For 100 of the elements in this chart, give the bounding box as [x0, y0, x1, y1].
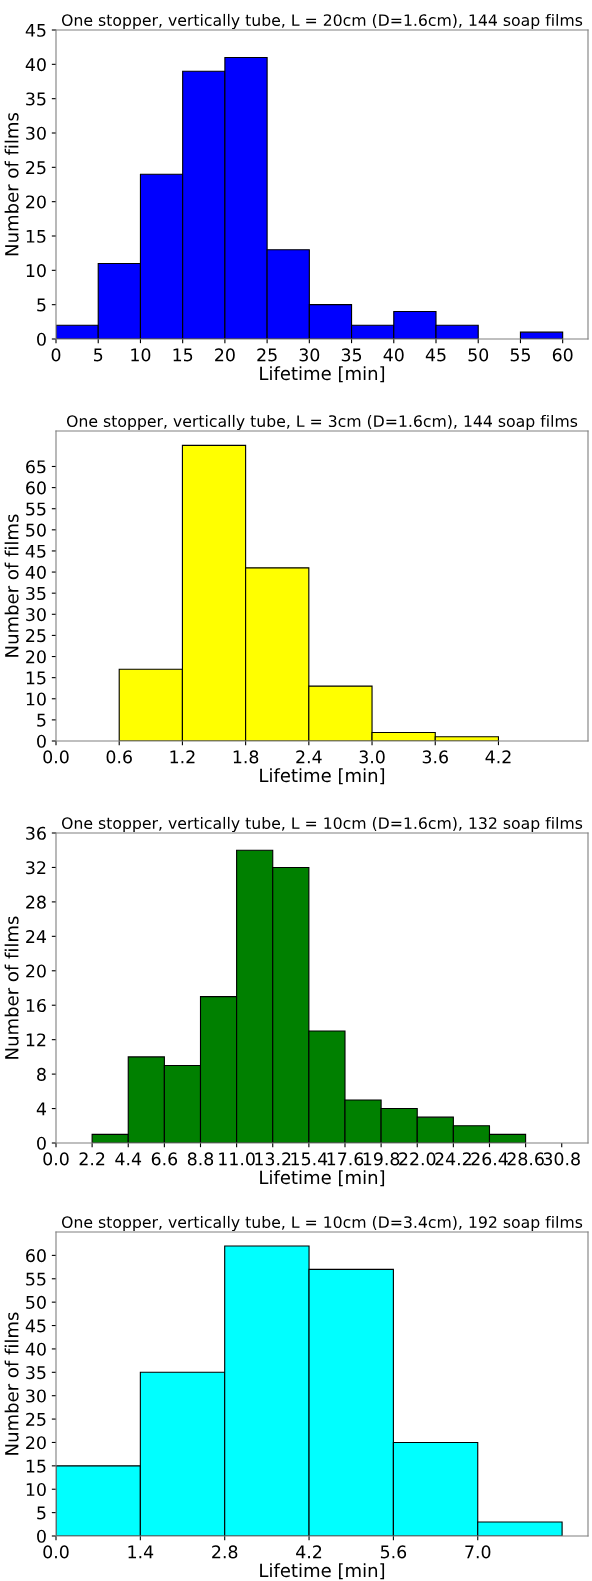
y-tick-label: 20 [26, 964, 46, 978]
x-tick-label: 1.4 [128, 1545, 154, 1559]
y-tick-label: 15 [26, 229, 46, 243]
y-axis-title: Number of films [4, 916, 19, 1059]
x-tick-label: 60 [552, 348, 573, 362]
y-tick-label: 0 [37, 1529, 46, 1543]
y-tick-label: 50 [26, 1295, 46, 1309]
y-tick-label: 40 [25, 565, 46, 579]
x-tick-label: 30.8 [543, 1152, 580, 1166]
x-tick-label: 4.2 [296, 1545, 322, 1559]
y-tick-label: 20 [26, 195, 46, 209]
x-tick-label: 26.4 [471, 1152, 508, 1166]
x-tick-label: 0.0 [43, 1152, 69, 1166]
x-tick-label: 8.8 [187, 1152, 214, 1166]
x-tick-label: 1.2 [170, 750, 195, 764]
y-tick-label: 25 [26, 629, 46, 643]
chart-title: One stopper, vertically tube, L = 10cm (D=1.6cm), 132 soap films [61, 816, 583, 833]
y-tick-label: 50 [26, 523, 46, 537]
y-tick-label: 5 [37, 1506, 46, 1520]
y-tick-label: 30 [26, 1389, 46, 1403]
x-tick-label: 1.8 [233, 750, 259, 764]
x-tick-label: 19.8 [363, 1152, 400, 1166]
x-tick-label: 0.0 [43, 1545, 69, 1559]
x-tick-label: 22.0 [399, 1152, 436, 1166]
y-tick-label: 36 [26, 826, 46, 840]
y-tick-label: 20 [26, 1436, 46, 1450]
x-tick-label: 3.6 [422, 750, 448, 764]
x-tick-label: 17.6 [327, 1152, 364, 1166]
x-tick-label: 0 [51, 348, 61, 362]
x-axis-title: Lifetime [min] [260, 366, 385, 383]
x-tick-label: 15 [173, 348, 193, 362]
y-tick-label: 15 [26, 671, 46, 685]
x-axis-title: Lifetime [min] [260, 1563, 385, 1580]
y-tick-label: 28 [26, 895, 46, 909]
y-axis-title: Number of films [4, 1312, 19, 1455]
y-tick-label: 12 [26, 1033, 46, 1047]
y-tick-label: 20 [26, 650, 46, 664]
y-tick-label: 55 [26, 1272, 46, 1286]
y-tick-label: 30 [26, 126, 46, 140]
y-tick-label: 25 [26, 1412, 46, 1426]
y-tick-label: 32 [26, 861, 46, 875]
y-tick-label: 45 [25, 1319, 46, 1333]
y-tick-label: 35 [26, 1366, 46, 1380]
y-tick-label: 25 [26, 161, 46, 175]
x-tick-label: 28.6 [507, 1152, 544, 1166]
chart-title: One stopper, vertically tube, L = 20cm (D=1.6cm), 144 soap films [61, 13, 583, 30]
y-tick-label: 45 [25, 23, 46, 37]
y-tick-label: 65 [26, 460, 46, 474]
x-tick-label: 25 [257, 348, 277, 362]
x-tick-label: 15.4 [291, 1152, 328, 1166]
x-axis-title: Lifetime [min] [260, 1170, 385, 1187]
y-tick-label: 10 [26, 264, 46, 278]
x-tick-label: 0.6 [106, 750, 132, 764]
x-tick-label: 35 [341, 348, 362, 362]
x-tick-label: 2.8 [212, 1545, 238, 1559]
chart-title: One stopper, vertically tube, L = 10cm (D=3.4cm), 192 soap films [61, 1215, 583, 1232]
x-tick-label: 55 [510, 348, 530, 362]
x-axis-title: Lifetime [min] [260, 768, 385, 785]
y-tick-label: 0 [37, 734, 46, 748]
y-tick-label: 35 [26, 586, 46, 601]
y-tick-label: 4 [36, 1102, 46, 1116]
x-tick-label: 50 [468, 348, 489, 362]
x-tick-label: 2.2 [79, 1152, 105, 1166]
x-tick-label: 40 [383, 348, 404, 362]
y-tick-label: 40 [25, 1342, 46, 1356]
x-tick-label: 5.6 [380, 1545, 407, 1559]
x-tick-label: 5 [94, 348, 103, 362]
x-tick-label: 2.4 [296, 750, 322, 764]
y-tick-label: 16 [26, 998, 46, 1013]
x-tick-label: 11.0 [219, 1152, 255, 1166]
x-tick-label: 20 [215, 348, 235, 362]
x-tick-label: 0.0 [43, 750, 69, 764]
y-tick-label: 15 [26, 1459, 46, 1473]
x-tick-label: 7.0 [465, 1545, 491, 1559]
x-tick-label: 45 [425, 348, 446, 362]
y-tick-label: 10 [26, 692, 46, 706]
x-tick-label: 4.2 [485, 750, 511, 764]
y-tick-label: 24 [26, 930, 46, 943]
y-tick-label: 0 [37, 1136, 46, 1150]
x-tick-label: 6.6 [151, 1152, 178, 1166]
x-tick-label: 24.2 [435, 1152, 471, 1166]
y-tick-label: 0 [37, 332, 46, 346]
y-tick-label: 10 [26, 1482, 46, 1497]
y-axis-title: Number of films [4, 112, 19, 256]
y-tick-label: 60 [26, 1249, 46, 1263]
y-tick-label: 60 [26, 481, 46, 495]
y-tick-label: 55 [26, 502, 46, 516]
x-tick-label: 3.0 [359, 750, 385, 764]
y-tick-label: 45 [25, 544, 46, 558]
x-tick-label: 13.2 [255, 1152, 291, 1166]
y-tick-label: 5 [37, 713, 46, 727]
y-tick-label: 30 [26, 608, 46, 622]
y-axis-title: Number of films [4, 514, 19, 657]
chart-title: One stopper, vertically tube, L = 3cm (D=1.6cm), 144 soap films [66, 414, 578, 431]
y-tick-label: 35 [26, 92, 46, 106]
x-tick-label: 10 [131, 348, 151, 362]
x-tick-label: 30 [299, 348, 320, 362]
x-tick-label: 4.4 [115, 1152, 142, 1166]
y-tick-label: 40 [25, 58, 46, 72]
y-tick-label: 5 [37, 298, 46, 312]
